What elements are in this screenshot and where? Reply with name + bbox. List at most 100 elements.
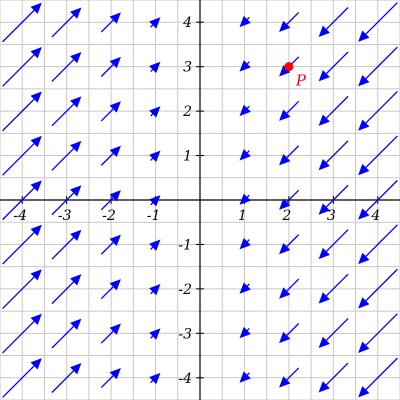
vector-arrow xyxy=(358,91,398,131)
vector-arrow-head xyxy=(318,247,330,260)
vector-arrow-head xyxy=(358,252,370,265)
y-tick-label: -4 xyxy=(178,371,192,387)
vector-arrow-shaft xyxy=(325,362,349,386)
vector-arrow xyxy=(279,11,300,33)
vector-arrow-shaft xyxy=(246,105,250,109)
vector-arrow-head xyxy=(109,234,121,246)
vector-arrow-shaft xyxy=(246,283,250,287)
vector-arrow-shaft xyxy=(2,276,35,309)
vector-arrow-head xyxy=(30,91,42,103)
vector-arrow xyxy=(100,279,121,300)
vector-arrow xyxy=(149,283,161,296)
vector-arrow xyxy=(279,234,300,255)
vector-arrow xyxy=(149,195,161,207)
y-tick-label: 1 xyxy=(183,149,192,165)
vector-arrow-head xyxy=(318,114,330,126)
vector-arrow-shaft xyxy=(150,246,154,250)
vector-arrow-head xyxy=(149,283,161,296)
vector-arrow-shaft xyxy=(2,143,35,176)
vector-arrow-head xyxy=(149,106,161,118)
vector-arrow-head xyxy=(279,198,291,210)
vector-arrow-head xyxy=(70,185,82,197)
vector-arrow-shaft xyxy=(100,197,114,211)
vector-arrow xyxy=(318,7,349,37)
vector-arrow-shaft xyxy=(100,108,114,122)
vector-arrow xyxy=(100,367,121,389)
vector-arrow-shaft xyxy=(325,7,349,30)
vector-arrow-head xyxy=(70,363,82,375)
vector-arrow-head xyxy=(30,358,42,370)
vector-arrow xyxy=(239,60,251,72)
vector-arrow-head xyxy=(109,190,121,202)
vector-arrow-shaft xyxy=(150,291,154,295)
vector-arrow xyxy=(279,323,300,344)
vector-arrow xyxy=(100,190,121,211)
vector-arrow-head xyxy=(318,70,330,82)
vector-arrow xyxy=(358,313,398,353)
vector-arrow-head xyxy=(318,203,330,215)
vector-arrow xyxy=(2,313,42,354)
vector-arrow-head xyxy=(70,51,82,64)
vector-arrow-shaft xyxy=(365,135,398,168)
vector-arrow xyxy=(358,179,398,220)
vector-arrow-shaft xyxy=(246,372,250,376)
vector-arrow-head xyxy=(149,239,161,251)
vector-arrow xyxy=(2,2,42,43)
vector-arrow-head xyxy=(109,367,121,380)
vector-arrow-head xyxy=(30,224,42,237)
vector-arrow xyxy=(2,135,42,176)
vector-arrow xyxy=(100,323,121,344)
vector-arrow-shaft xyxy=(150,157,154,161)
vector-arrow-head xyxy=(358,297,370,309)
y-tick-label: 2 xyxy=(182,104,192,120)
vector-arrow-shaft xyxy=(246,150,250,154)
vector-arrow xyxy=(149,17,161,29)
vector-arrow-head xyxy=(149,61,161,74)
vector-arrow-shaft xyxy=(246,194,250,198)
vector-arrow-head xyxy=(239,149,251,161)
vector-arrow-shaft xyxy=(365,313,398,346)
vector-arrow-head xyxy=(358,74,370,87)
vector-arrow xyxy=(239,326,251,339)
vector-arrow-head xyxy=(109,101,121,113)
vector-arrow-head xyxy=(279,109,291,121)
vector-arrow-head xyxy=(30,313,42,326)
vector-arrow-head xyxy=(149,372,161,385)
vector-arrow-shaft xyxy=(51,281,75,305)
vector-arrow-head xyxy=(358,30,370,42)
vector-arrow-shaft xyxy=(51,148,75,171)
vector-arrow-head xyxy=(279,331,291,344)
vector-arrow-head xyxy=(358,208,370,220)
y-tick-label: -1 xyxy=(178,237,192,253)
vector-arrow-shaft xyxy=(286,323,300,336)
vector-arrow-shaft xyxy=(51,237,75,260)
vector-arrow-shaft xyxy=(365,268,398,302)
vector-arrow xyxy=(279,278,300,299)
vector-arrow-head xyxy=(70,318,82,330)
vector-arrow xyxy=(100,56,121,77)
vector-arrow-shaft xyxy=(100,375,114,389)
vector-arrow-head xyxy=(239,60,251,72)
vector-arrow xyxy=(318,229,349,260)
vector-arrow-shaft xyxy=(246,61,250,65)
vector-arrow-head xyxy=(70,229,82,242)
vector-arrow-shaft xyxy=(2,9,35,43)
vector-arrow-shaft xyxy=(286,189,300,203)
vector-arrow-shaft xyxy=(150,202,154,206)
vector-arrow xyxy=(100,234,121,255)
vector-arrow xyxy=(51,318,82,349)
vector-arrow xyxy=(149,372,161,385)
vector-arrow-shaft xyxy=(100,19,114,33)
vector-arrow-head xyxy=(109,56,121,69)
x-tick-label: 2 xyxy=(281,208,291,224)
vector-arrow-head xyxy=(109,279,121,291)
vector-arrow xyxy=(149,328,161,340)
vector-arrow-shaft xyxy=(100,330,114,344)
vector-arrow-head xyxy=(318,381,330,393)
vector-arrow xyxy=(51,229,82,260)
vector-arrow-shaft xyxy=(2,98,35,132)
vector-arrow-shaft xyxy=(2,321,35,354)
vector-arrow-shaft xyxy=(150,69,154,73)
vector-arrow xyxy=(279,145,300,166)
